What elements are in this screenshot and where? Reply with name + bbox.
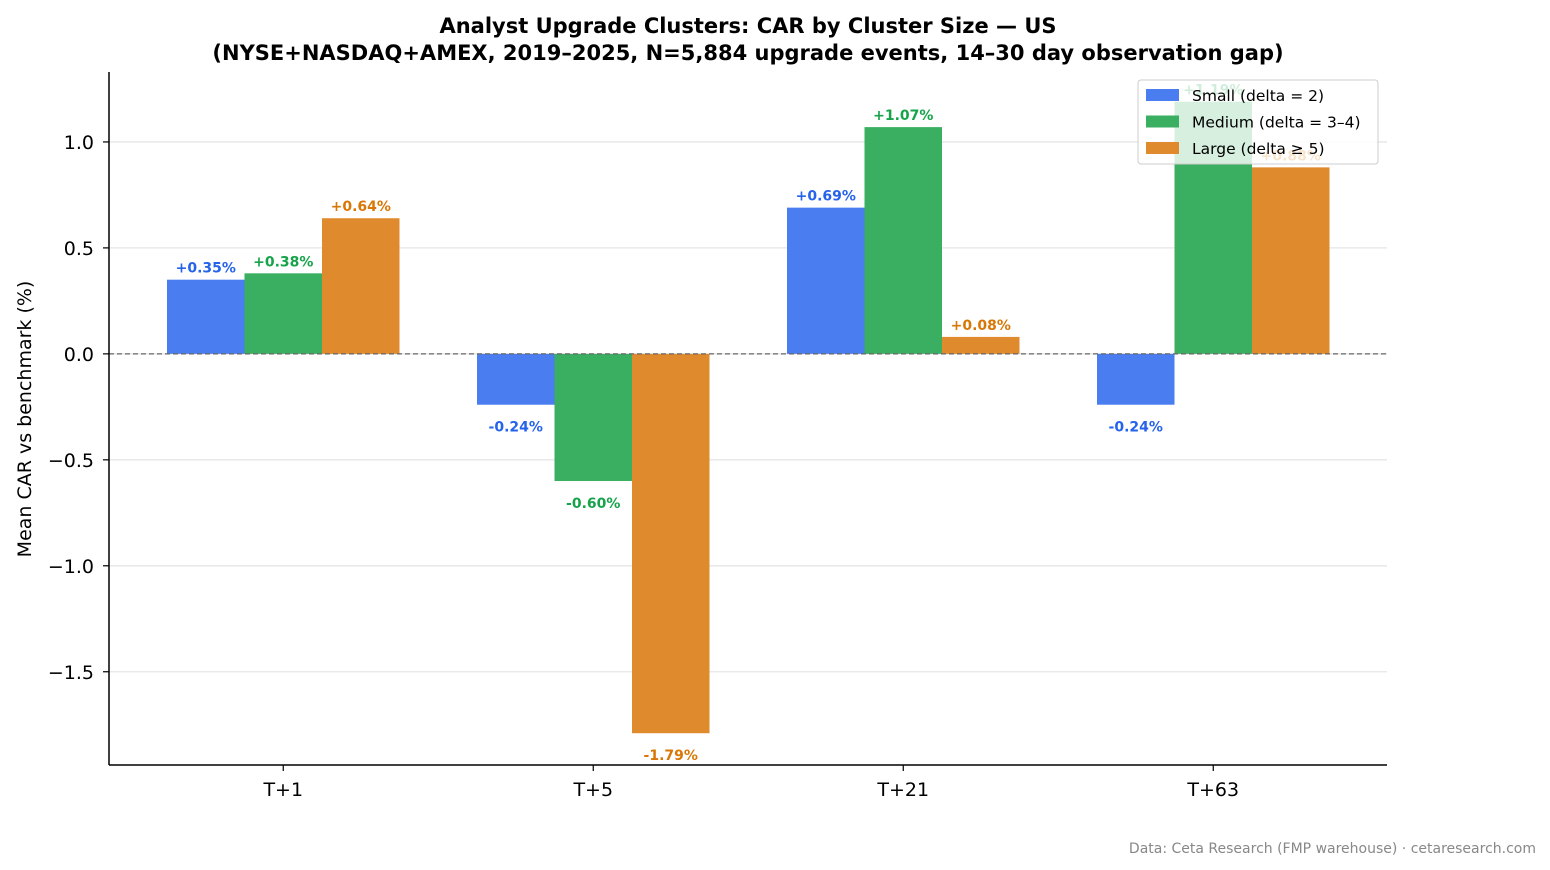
- data-label: -0.60%: [566, 496, 620, 512]
- bar: [554, 353, 632, 482]
- bar: [1252, 167, 1330, 354]
- x-tick-label: T+1: [262, 779, 303, 801]
- y-tick-label: 1.0: [64, 132, 94, 154]
- bar: [942, 336, 1020, 354]
- data-label: -1.79%: [644, 748, 698, 764]
- source-note: Data: Ceta Research (FMP warehouse) · ce…: [1129, 841, 1536, 857]
- y-tick-label: −0.5: [48, 450, 94, 472]
- legend: Small (delta = 2) Medium (delta = 3–4) Lar…: [1137, 79, 1379, 165]
- legend-label: Small (delta = 2): [1192, 87, 1324, 105]
- y-axis-label: Mean CAR vs benchmark (%): [14, 281, 36, 558]
- y-tick-label: 0.0: [64, 344, 94, 366]
- y-ticks: 1.0 0.5 0.0 −0.5 −1.0 −1.5: [48, 132, 109, 684]
- data-label: -0.24%: [1109, 420, 1163, 436]
- bar: [787, 207, 865, 354]
- bar: [632, 353, 710, 734]
- legend-label: Medium (delta = 3–4): [1192, 114, 1361, 132]
- bars: [167, 101, 1330, 734]
- x-ticks: T+1 T+5 T+21 T+63: [262, 765, 1239, 801]
- legend-label: Large (delta ≥ 5): [1192, 140, 1325, 158]
- data-labels: +0.35% +0.38% +0.64% -0.24% -0.60% -1.79% +0.6…: [176, 83, 1321, 765]
- bar: [1097, 353, 1175, 405]
- bar: [864, 127, 942, 354]
- legend-swatch: [1146, 115, 1179, 128]
- bar: [322, 218, 400, 354]
- legend-swatch: [1146, 89, 1179, 101]
- bar: [477, 353, 555, 405]
- data-label: -0.24%: [489, 420, 543, 436]
- x-tick-label: T+63: [1186, 779, 1239, 801]
- y-tick-label: −1.5: [48, 662, 94, 684]
- x-tick-label: T+5: [572, 779, 613, 801]
- bar: [167, 279, 245, 354]
- x-tick-label: T+21: [876, 779, 929, 801]
- data-label: +0.69%: [796, 189, 856, 205]
- legend-box: [1137, 79, 1379, 165]
- data-label: +0.64%: [331, 199, 391, 215]
- bar: [244, 273, 322, 354]
- data-label: +0.08%: [951, 318, 1011, 334]
- axes: [108, 72, 1387, 766]
- y-tick-label: 0.5: [64, 238, 94, 260]
- chart-subtitle: (NYSE+NASDAQ+AMEX, 2019–2025, N=5,884 up…: [212, 41, 1283, 65]
- y-tick-label: −1.0: [48, 556, 94, 578]
- data-label: +0.35%: [176, 261, 236, 277]
- chart-title-group: Analyst Upgrade Clusters: CAR by Cluster…: [212, 14, 1283, 65]
- legend-swatch: [1146, 142, 1179, 154]
- data-label: +0.38%: [253, 254, 313, 270]
- chart-title: Analyst Upgrade Clusters: CAR by Cluster…: [439, 14, 1056, 38]
- data-label: +1.07%: [873, 108, 933, 124]
